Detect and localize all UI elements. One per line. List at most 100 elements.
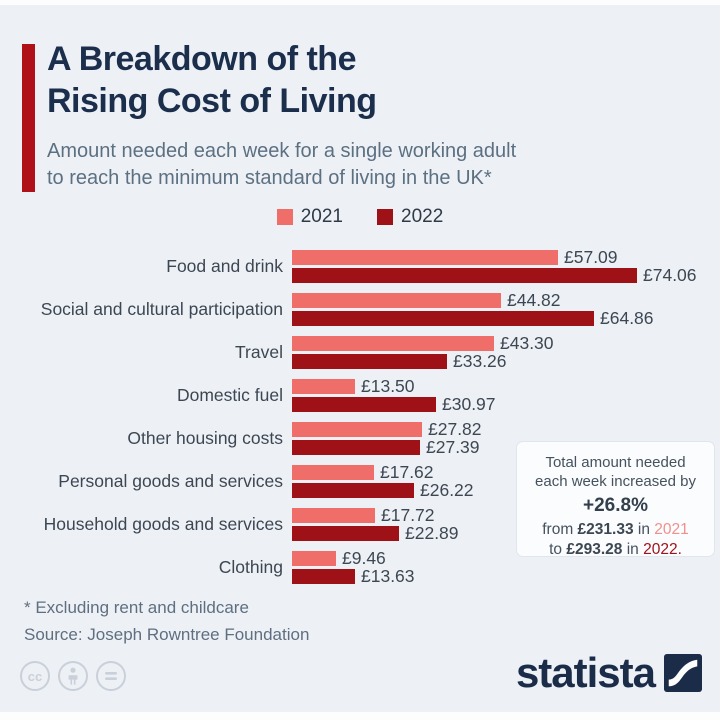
bar-2021 xyxy=(292,250,558,265)
chart-row: Other housing costs £27.82 £27.39 xyxy=(0,419,720,457)
bar-2022 xyxy=(292,483,414,498)
bar-line-2021: £44.82 xyxy=(292,290,654,310)
legend-item-2021: 2021 xyxy=(276,206,343,228)
bar-2021 xyxy=(292,465,374,480)
page-subtitle: Amount needed each week for a single wor… xyxy=(47,138,516,192)
bar-value-label: £13.50 xyxy=(361,376,415,396)
bar-line-2021: £43.30 xyxy=(292,333,554,353)
bar-value-label: £9.46 xyxy=(342,548,386,568)
footnotes: * Excluding rent and childcare Source: J… xyxy=(24,594,309,648)
bar-value-label: £74.06 xyxy=(643,265,697,285)
bar-2022 xyxy=(292,569,355,584)
chart-row: Clothing £9.46 £13.63 xyxy=(0,548,720,586)
bar-group: £9.46 £13.63 xyxy=(292,548,415,586)
bar-2021 xyxy=(292,336,494,351)
chart-row: Household goods and services £17.72 £22.89 xyxy=(0,505,720,543)
bar-value-label: £17.72 xyxy=(381,505,435,525)
callout-percent: +26.8% xyxy=(583,495,648,516)
bar-2022 xyxy=(292,440,420,455)
bar-2021 xyxy=(292,422,422,437)
bar-value-label: £22.89 xyxy=(405,523,459,543)
category-label: Travel xyxy=(235,342,283,362)
callout-from-line: from £231.33 in 2021 xyxy=(523,520,708,540)
bar-2021 xyxy=(292,508,375,523)
category-label: Clothing xyxy=(218,557,283,577)
statista-logo-icon xyxy=(664,654,702,692)
bar-value-label: £27.39 xyxy=(426,437,480,457)
title-accent-bar xyxy=(22,44,35,192)
bar-line-2021: £27.82 xyxy=(292,419,482,439)
bar-line-2021: £9.46 xyxy=(292,548,415,568)
legend-swatch-2021 xyxy=(276,209,293,225)
bar-group: £44.82 £64.86 xyxy=(292,290,654,328)
bar-group: £17.62 £26.22 xyxy=(292,462,474,500)
category-label: Food and drink xyxy=(166,256,283,276)
callout-from-value: £231.33 xyxy=(577,521,634,538)
cc-license-icons[interactable]: cc xyxy=(20,661,126,691)
chart-row: Travel £43.30 £33.26 xyxy=(0,333,720,371)
top-edge-strip xyxy=(0,0,720,5)
bar-line-2022: £26.22 xyxy=(292,480,474,500)
chart-row: Personal goods and services £17.62 £26.22 xyxy=(0,462,720,500)
bar-value-label: £27.82 xyxy=(428,419,482,439)
bar-value-label: £44.82 xyxy=(507,290,561,310)
statista-wordmark: statista xyxy=(515,649,656,696)
bar-2022 xyxy=(292,397,436,412)
callout-text: Total amount needed xyxy=(545,454,686,471)
legend-label: 2021 xyxy=(300,206,343,227)
equals-icon[interactable] xyxy=(96,661,126,691)
bar-2022 xyxy=(292,311,594,326)
bar-line-2022: £74.06 xyxy=(292,265,697,285)
bar-line-2022: £27.39 xyxy=(292,437,482,457)
bar-chart: Food and drink £57.09 £74.06 Social and cul… xyxy=(0,247,720,594)
cc-icon[interactable]: cc xyxy=(20,661,50,691)
bar-value-label: £33.26 xyxy=(453,351,507,371)
title-line-2: Rising Cost of Living xyxy=(47,82,377,120)
legend-item-2022: 2022 xyxy=(377,206,443,228)
source-credit: Source: Joseph Rowntree Foundation xyxy=(24,625,310,644)
bar-value-label: £43.30 xyxy=(500,333,554,353)
bar-value-label: £13.63 xyxy=(361,566,415,586)
category-label: Household goods and services xyxy=(43,514,283,534)
bar-line-2022: £30.97 xyxy=(292,394,496,414)
statista-logo[interactable]: statista xyxy=(516,652,702,694)
bar-group: £57.09 £74.06 xyxy=(292,247,697,285)
category-label: Social and cultural participation xyxy=(40,299,283,319)
bar-line-2021: £57.09 xyxy=(292,247,697,267)
bar-line-2021: £17.72 xyxy=(292,505,459,525)
bar-group: £13.50 £30.97 xyxy=(292,376,496,414)
callout-to-line: to £293.28 in 2022. xyxy=(523,540,708,560)
callout-from-mid: in xyxy=(637,521,650,538)
bar-2021 xyxy=(292,379,355,394)
category-label: Other housing costs xyxy=(127,428,283,448)
bar-value-label: £57.09 xyxy=(564,247,618,267)
bar-2022 xyxy=(292,268,637,283)
person-glyph xyxy=(68,667,78,685)
subtitle-line-2: to reach the minimum standard of living … xyxy=(47,167,492,189)
callout-to-value: £293.28 xyxy=(566,541,623,558)
attribution-person-icon[interactable] xyxy=(58,661,88,691)
callout-to-mid: in xyxy=(626,541,639,558)
legend-swatch-2022 xyxy=(377,209,393,225)
page-title: A Breakdown of the Rising Cost of Living xyxy=(47,38,377,122)
bar-value-label: £64.86 xyxy=(600,308,654,328)
bar-value-label: £17.62 xyxy=(380,462,434,482)
bar-line-2022: £22.89 xyxy=(292,523,459,543)
chart-legend: 2021 2022 xyxy=(0,206,720,228)
bar-line-2022: £33.26 xyxy=(292,351,554,371)
summary-callout-box: Total amount needed each week increased … xyxy=(517,442,714,558)
category-label: Domestic fuel xyxy=(176,385,283,405)
title-line-1: A Breakdown of the xyxy=(47,40,357,78)
category-label: Personal goods and services xyxy=(58,471,283,491)
callout-to-prefix: to xyxy=(549,541,563,558)
subtitle-line-1: Amount needed each week for a single wor… xyxy=(47,140,517,162)
bar-2021 xyxy=(292,551,336,566)
bar-group: £43.30 £33.26 xyxy=(292,333,554,371)
bar-value-label: £26.22 xyxy=(420,480,474,500)
bar-2022 xyxy=(292,354,447,369)
bar-line-2022: £13.63 xyxy=(292,566,415,586)
callout-from-prefix: from xyxy=(542,521,574,538)
bottom-edge-strip xyxy=(0,712,720,720)
bar-line-2021: £13.50 xyxy=(292,376,496,396)
